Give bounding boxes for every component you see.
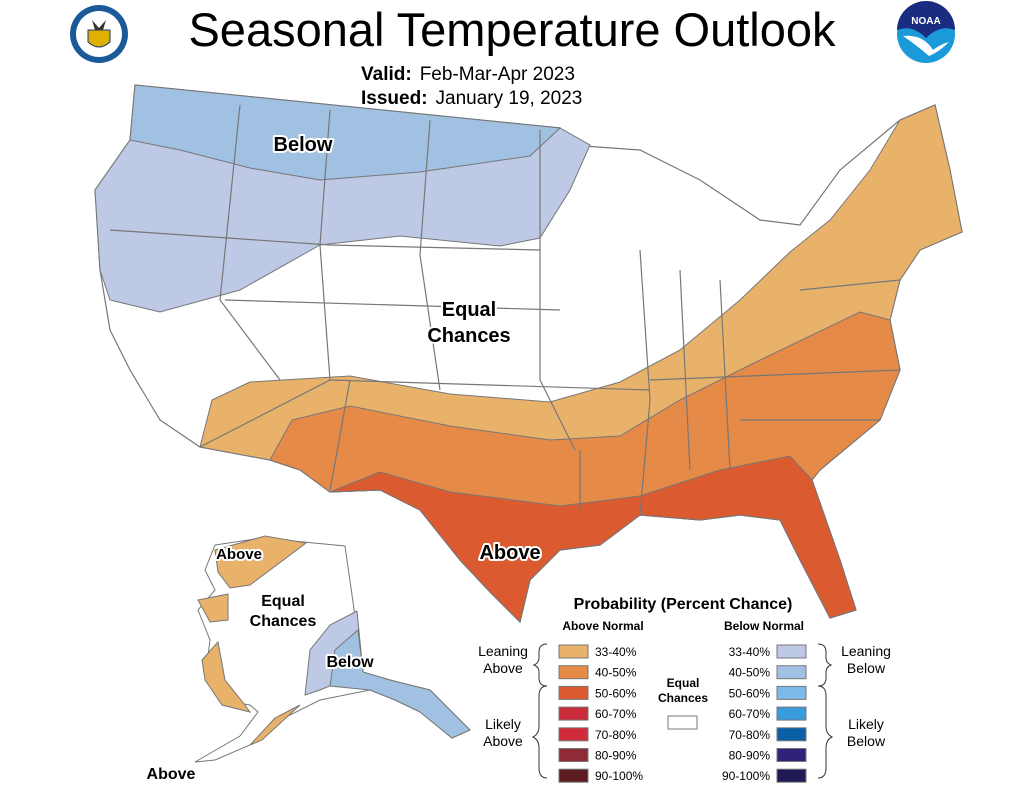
legend: Probability (Percent Chance) Above Norma… (478, 596, 891, 783)
conus-above-50-60-region (329, 455, 857, 623)
page-title: Seasonal Temperature Outlook (188, 3, 836, 56)
legend-leaning-below-2: Below (847, 660, 886, 676)
noaa-logo-icon: NOAA (897, 1, 955, 63)
legend-above-range-5: 80-90% (595, 749, 637, 763)
commerce-seal-icon (70, 5, 128, 63)
label-conus-above: Above (479, 542, 540, 564)
legend-below-range-4: 70-80% (729, 728, 771, 742)
legend-below-range-1: 40-50% (729, 666, 771, 680)
label-conus-below: Below (274, 134, 333, 156)
legend-below-swatch-0 (776, 644, 807, 659)
label-conus-equal-1: Equal (442, 299, 496, 321)
legend-above-swatch-4 (558, 727, 589, 742)
brace-likely-above (531, 685, 548, 779)
alaska-above-west-region (197, 593, 301, 746)
legend-likely-above-2: Above (483, 733, 523, 749)
legend-equal-swatch (667, 715, 698, 730)
legend-below-header: Below Normal (724, 619, 804, 633)
valid-value: Feb-Mar-Apr 2023 (419, 64, 575, 85)
legend-below-swatch-4 (776, 727, 807, 742)
legend-above-swatch-0 (558, 644, 589, 659)
legend-above-swatch-1 (558, 665, 589, 680)
legend-above-range-6: 90-100% (595, 769, 643, 783)
label-ak-above-south: Above (147, 766, 196, 783)
legend-leaning-above-1: Leaning (478, 643, 528, 659)
alaska-below-40-50-region (329, 629, 471, 739)
label-ak-equal-1: Equal (261, 593, 305, 610)
state-borders (109, 104, 901, 516)
legend-below-range-3: 60-70% (729, 707, 771, 721)
legend-above-swatch-2 (558, 685, 589, 700)
legend-above-header: Above Normal (562, 619, 643, 633)
label-conus-equal-2: Chances (427, 325, 510, 347)
legend-above-range-1: 40-50% (595, 666, 637, 680)
legend-below-range-6: 90-100% (722, 769, 770, 783)
label-ak-equal-2: Chances (250, 613, 317, 630)
legend-below-swatch-1 (776, 665, 807, 680)
legend-leaning-above-2: Above (483, 660, 523, 676)
legend-below-swatch-5 (776, 748, 807, 762)
legend-below-range-5: 80-90% (729, 749, 771, 763)
legend-above-range-0: 33-40% (595, 645, 637, 659)
label-ak-below: Below (326, 654, 374, 671)
valid-line: Valid: Feb-Mar-Apr 2023 (361, 64, 575, 86)
valid-label: Valid: (361, 64, 412, 85)
label-ak-above-north: Above (216, 546, 262, 563)
legend-below-swatch-6 (776, 768, 807, 783)
legend-above-range-2: 50-60% (595, 686, 637, 700)
issued-value: January 19, 2023 (435, 88, 583, 109)
conus-below-40-50-region (129, 84, 562, 181)
brace-leaning-below (817, 643, 833, 687)
brace-leaning-above (532, 643, 548, 687)
legend-below-range-0: 33-40% (729, 645, 771, 659)
legend-below-range-2: 50-60% (729, 686, 771, 700)
legend-leaning-below-1: Leaning (841, 643, 891, 659)
legend-likely-below-1: Likely (848, 716, 884, 732)
legend-above-swatch-3 (558, 706, 589, 721)
legend-title: Probability (Percent Chance) (574, 596, 793, 613)
legend-above-range-3: 60-70% (595, 707, 637, 721)
issued-line: Issued: January 19, 2023 (361, 88, 582, 110)
legend-below-swatch-2 (776, 685, 807, 700)
legend-likely-above-1: Likely (485, 716, 521, 732)
legend-likely-below-2: Below (847, 733, 886, 749)
legend-below-swatch-3 (776, 706, 807, 721)
legend-above-range-4: 70-80% (595, 728, 637, 742)
alaska-above-north-region (214, 535, 308, 589)
legend-above-swatch-6 (558, 768, 589, 783)
legend-equal-1: Equal (667, 676, 700, 690)
legend-equal-2: Chances (658, 691, 708, 705)
legend-above-swatch-5 (558, 748, 589, 762)
brace-likely-below (817, 685, 834, 779)
issued-label: Issued: (361, 88, 428, 109)
svg-text:NOAA: NOAA (911, 16, 940, 27)
